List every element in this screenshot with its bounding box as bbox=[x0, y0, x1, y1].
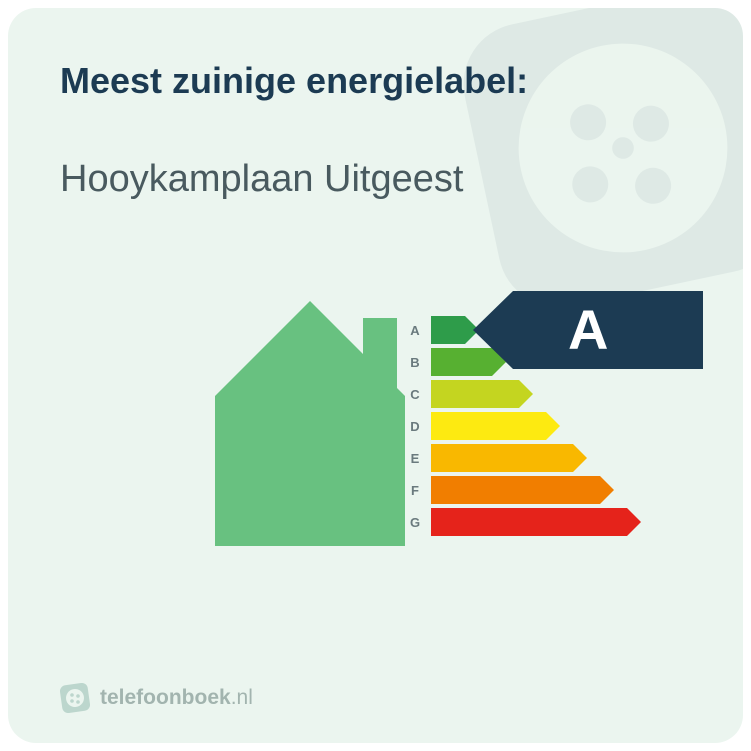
location-subtitle: Hooykamplaan Uitgeest bbox=[60, 158, 691, 201]
energy-bar-letter: C bbox=[405, 387, 425, 402]
footer-text: telefoonboek.nl bbox=[100, 686, 253, 710]
energy-bar-shape bbox=[431, 380, 533, 408]
energy-bar-letter: D bbox=[405, 419, 425, 434]
phonebook-icon bbox=[60, 683, 90, 713]
energy-chart: A B C D E F G A bbox=[60, 261, 691, 561]
footer-brand-tld: .nl bbox=[231, 686, 253, 709]
energy-bar-row: G bbox=[405, 508, 641, 536]
footer-brand: telefoonboek.nl bbox=[60, 683, 253, 713]
energy-bar-shape bbox=[431, 316, 479, 344]
energy-bar-shape bbox=[431, 412, 560, 440]
footer-brand-name: telefoonboek bbox=[100, 686, 231, 709]
energy-bar-shape bbox=[431, 444, 587, 472]
energy-bar-row: F bbox=[405, 476, 641, 504]
energy-bar-letter: B bbox=[405, 355, 425, 370]
energy-bar-row: D bbox=[405, 412, 641, 440]
page-title: Meest zuinige energielabel: bbox=[60, 60, 691, 102]
energy-bar-shape bbox=[431, 476, 614, 504]
energy-bar-row: E bbox=[405, 444, 641, 472]
energy-bar-letter: A bbox=[405, 323, 425, 338]
grade-letter: A bbox=[568, 297, 608, 362]
house-icon bbox=[215, 301, 405, 551]
energy-bar-shape bbox=[431, 508, 641, 536]
energy-bar-letter: E bbox=[405, 451, 425, 466]
energy-bar-row: C bbox=[405, 380, 641, 408]
energy-label-card: Meest zuinige energielabel: Hooykamplaan… bbox=[8, 8, 743, 743]
grade-badge: A bbox=[473, 291, 703, 369]
energy-bar-letter: F bbox=[405, 483, 425, 498]
energy-bar-letter: G bbox=[405, 515, 425, 530]
